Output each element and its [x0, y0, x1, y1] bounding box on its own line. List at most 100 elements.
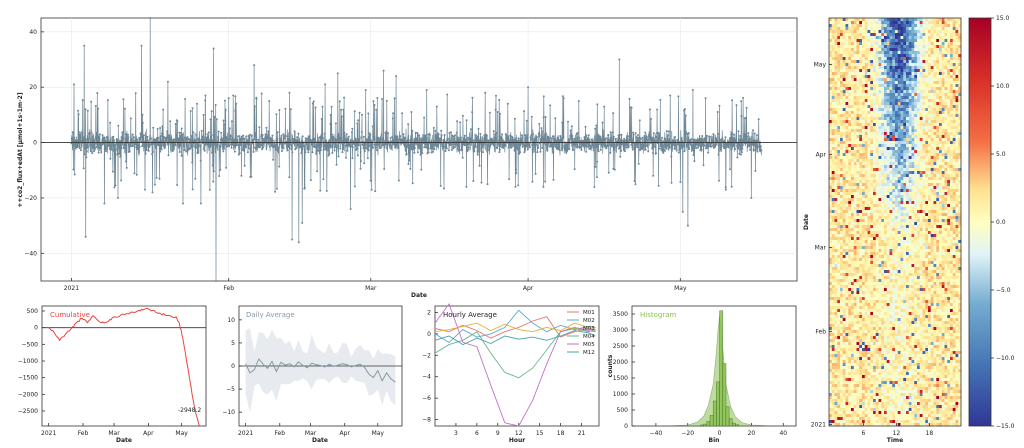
heatmap-cell — [864, 174, 868, 178]
heatmap-cell — [939, 186, 943, 190]
heatmap-cell — [834, 24, 838, 28]
main-series-point — [249, 149, 252, 152]
heatmap-cell — [936, 174, 940, 178]
main-series-point — [657, 131, 660, 134]
main-series-point — [233, 145, 236, 148]
main-series-point — [467, 143, 470, 146]
heatmap-cell — [848, 27, 852, 31]
heatmap-cell — [897, 129, 901, 133]
main-series-point — [675, 149, 678, 151]
heatmap-cell — [829, 69, 833, 73]
heatmap-cell — [884, 21, 888, 25]
heatmap-cell — [925, 45, 929, 49]
heatmap-cell — [886, 165, 890, 169]
heatmap-cell — [930, 192, 934, 196]
heatmap-cell — [889, 84, 893, 88]
heatmap-cell — [886, 21, 890, 25]
main-series-point — [175, 133, 178, 136]
main-series-point — [85, 138, 88, 141]
heatmap-cell — [853, 51, 857, 55]
heatmap-cell — [884, 204, 888, 208]
main-series-point — [408, 143, 411, 146]
daily-y-tick-label: −5 — [226, 386, 235, 393]
heatmap-cell — [897, 177, 901, 181]
heatmap-cell — [952, 192, 956, 196]
heatmap-cell — [911, 18, 915, 22]
heatmap-cell — [903, 147, 907, 151]
heatmap-cell — [952, 117, 956, 121]
main-series-point — [610, 139, 613, 142]
main-series-point — [331, 133, 333, 136]
heatmap-cell — [853, 126, 857, 130]
heatmap-cell — [922, 18, 926, 22]
heatmap-cell — [928, 45, 932, 49]
heatmap-cell — [911, 108, 915, 112]
heatmap-cell — [919, 180, 923, 184]
heatmap-cell — [936, 159, 940, 163]
heatmap-cell — [895, 48, 899, 52]
main-plot-frame — [40, 17, 798, 282]
heatmap-cell — [900, 75, 904, 79]
heatmap-cell — [936, 126, 940, 130]
main-series-point — [457, 143, 459, 146]
main-series-point — [635, 136, 638, 139]
main-series-point — [190, 145, 193, 148]
heatmap-cell — [853, 201, 857, 205]
main-series-point — [308, 135, 311, 138]
heatmap-cell — [900, 24, 904, 28]
main-series-point — [599, 135, 602, 138]
heatmap-cell — [917, 129, 921, 133]
heatmap-cell — [853, 102, 857, 106]
heatmap-cell — [933, 126, 937, 130]
heatmap-cell — [897, 144, 901, 148]
heatmap-cell — [941, 99, 945, 103]
heatmap-cell — [914, 75, 918, 79]
histogram-bar — [712, 400, 717, 427]
heatmap-cell — [864, 183, 868, 187]
heatmap-cell — [928, 114, 932, 118]
heatmap-cell — [875, 78, 879, 82]
heatmap-cell — [922, 192, 926, 196]
main-series-point — [425, 137, 428, 140]
heatmap-cell — [939, 93, 943, 97]
main-series-point — [737, 147, 739, 150]
heatmap-cell — [878, 66, 882, 70]
heatmap-cell — [875, 81, 879, 85]
main-series-point — [414, 131, 417, 134]
main-series-point — [369, 144, 371, 147]
heatmap-cell — [875, 39, 879, 43]
heatmap-cell — [837, 105, 841, 109]
heatmap-cell — [922, 168, 926, 172]
heatmap-cell — [900, 102, 904, 106]
heatmap-cell — [864, 198, 868, 202]
heatmap-cell — [911, 84, 915, 88]
main-series-point — [611, 145, 613, 148]
main-series-point — [683, 150, 686, 153]
heatmap-cell — [919, 198, 923, 202]
main-series-point — [212, 47, 215, 50]
heatmap-cell — [939, 192, 943, 196]
heatmap-cell — [944, 111, 948, 115]
main-series-point — [745, 106, 748, 109]
heatmap-cell — [829, 30, 833, 34]
heatmap-cell — [842, 174, 846, 178]
main-series-point — [117, 196, 119, 199]
main-series-point — [506, 139, 509, 142]
heatmap-cell — [911, 165, 915, 169]
heatmap-cell — [859, 51, 863, 55]
heatmap-cell — [947, 66, 951, 70]
main-series-point — [180, 127, 183, 130]
heatmap-cell — [925, 63, 929, 67]
main-series-point — [417, 144, 420, 147]
heatmap-cell — [930, 177, 934, 181]
heatmap-cell — [930, 96, 934, 100]
main-series-point — [450, 136, 453, 139]
heatmap-cell — [886, 186, 890, 190]
main-series-point — [757, 118, 760, 121]
heatmap-cell — [947, 69, 951, 73]
main-series-point — [431, 145, 434, 148]
heatmap-cell — [892, 162, 896, 166]
main-series-point — [541, 136, 544, 139]
cumulative-y-tick-label: 500 — [27, 308, 39, 315]
